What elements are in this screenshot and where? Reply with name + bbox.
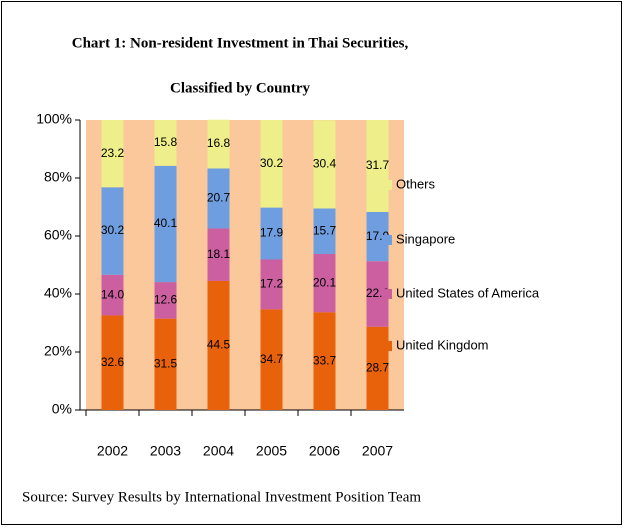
bar-segment bbox=[313, 253, 336, 313]
value-label: 17.2 bbox=[260, 277, 284, 291]
bar-segment bbox=[101, 187, 124, 275]
legend-label: Singapore bbox=[396, 231, 455, 246]
bar-segment bbox=[207, 228, 230, 281]
bar-segment bbox=[366, 261, 389, 327]
y-tick-label: 40% bbox=[44, 285, 72, 301]
value-label: 12.6 bbox=[154, 293, 178, 307]
bar-segment bbox=[154, 318, 177, 410]
bar-segment bbox=[260, 120, 283, 208]
value-label: 33.7 bbox=[313, 353, 337, 367]
legend-label: United States of America bbox=[396, 285, 540, 300]
bar-segment bbox=[101, 274, 124, 316]
legend-swatch bbox=[383, 341, 392, 351]
y-tick-label: 100% bbox=[36, 111, 72, 127]
value-label: 44.5 bbox=[207, 338, 231, 352]
value-label: 14.0 bbox=[101, 287, 125, 301]
legend-swatch bbox=[383, 180, 392, 190]
y-tick-label: 80% bbox=[44, 169, 72, 185]
x-tick-label: 2006 bbox=[309, 443, 340, 459]
bar-segment bbox=[154, 282, 177, 319]
x-tick-label: 2007 bbox=[362, 443, 393, 459]
bar-segment bbox=[313, 120, 336, 209]
bar-segment bbox=[260, 207, 283, 260]
value-label: 18.1 bbox=[207, 247, 231, 261]
value-label: 20.1 bbox=[313, 275, 337, 289]
x-tick-label: 2002 bbox=[97, 443, 128, 459]
bar-segment bbox=[313, 312, 336, 410]
value-label: 31.5 bbox=[154, 356, 178, 370]
value-label: 30.2 bbox=[101, 223, 125, 237]
legend-label: United Kingdom bbox=[396, 337, 489, 352]
legend-label: Others bbox=[396, 176, 436, 191]
bar-segment bbox=[313, 208, 336, 254]
y-tick-label: 20% bbox=[44, 343, 72, 359]
value-label: 32.6 bbox=[101, 355, 125, 369]
bar-segment bbox=[154, 165, 177, 283]
x-tick-label: 2003 bbox=[150, 443, 181, 459]
x-tick-label: 2004 bbox=[203, 443, 234, 459]
y-tick-label: 60% bbox=[44, 227, 72, 243]
bar-segment bbox=[207, 280, 230, 410]
bar-segment bbox=[260, 259, 283, 310]
bar-segment bbox=[260, 309, 283, 410]
chart-title: Chart 1: Non-resident Investment in Thai… bbox=[72, 35, 409, 51]
value-label: 16.8 bbox=[207, 136, 231, 150]
value-label: 23.2 bbox=[101, 146, 125, 160]
plot-area bbox=[86, 120, 404, 410]
x-tick-label: 2005 bbox=[256, 443, 287, 459]
value-label: 17.9 bbox=[260, 226, 284, 240]
legend-swatch bbox=[383, 289, 392, 299]
bar-segment bbox=[154, 120, 177, 166]
value-label: 34.7 bbox=[260, 352, 284, 366]
value-label: 40.1 bbox=[154, 216, 178, 230]
bar-segment bbox=[101, 315, 124, 410]
source-note: Source: Survey Results by International … bbox=[22, 489, 421, 505]
bar-segment bbox=[207, 168, 230, 229]
value-label: 30.4 bbox=[313, 157, 337, 171]
bar-segment bbox=[366, 211, 389, 262]
y-tick-label: 0% bbox=[52, 401, 72, 417]
bar-segment bbox=[207, 119, 230, 169]
value-label: 31.7 bbox=[366, 158, 390, 172]
value-label: 15.7 bbox=[313, 223, 337, 237]
value-label: 15.8 bbox=[154, 135, 178, 149]
value-label: 30.2 bbox=[260, 156, 284, 170]
value-label: 28.7 bbox=[366, 361, 390, 375]
chart-subtitle: Classified by Country bbox=[170, 80, 311, 96]
value-label: 20.7 bbox=[207, 191, 231, 205]
legend-swatch bbox=[383, 235, 392, 245]
bar-segment bbox=[101, 120, 124, 188]
